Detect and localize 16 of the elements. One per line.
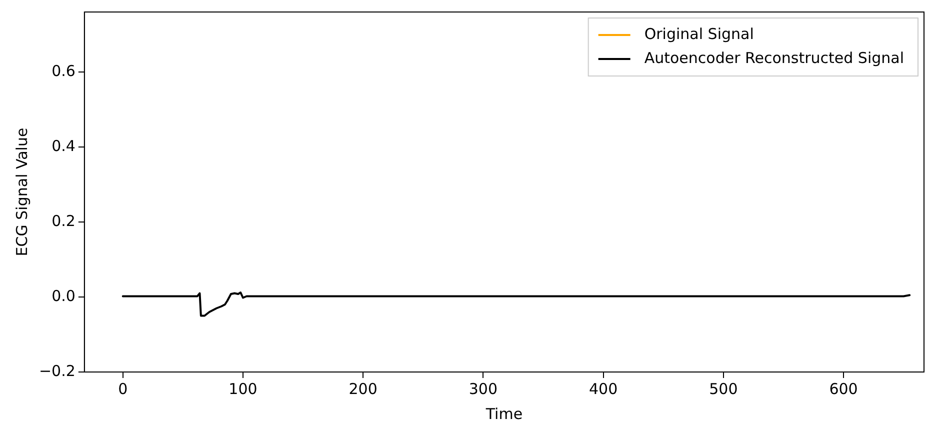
x-tick-label: 600: [829, 380, 858, 398]
legend-label: Original Signal: [644, 24, 754, 43]
y-axis-title: ECG Signal Value: [12, 128, 31, 256]
x-axis-title: Time: [484, 404, 523, 423]
x-tick-label: 400: [588, 380, 618, 398]
y-tick-label: −0.2: [38, 362, 76, 380]
y-tick-label: 0.2: [52, 212, 76, 230]
x-tick-label: 200: [348, 380, 378, 398]
y-tick-label: 0.6: [52, 62, 76, 80]
x-tick-label: 100: [228, 380, 258, 398]
y-tick-label: 0.0: [52, 286, 76, 305]
x-tick-label: 500: [709, 380, 738, 398]
x-tick-label: 300: [468, 380, 498, 398]
y-tick-label: 0.4: [52, 136, 76, 155]
x-tick-label: 0: [118, 380, 128, 398]
legend-label: Autoencoder Reconstructed Signal: [644, 48, 904, 67]
